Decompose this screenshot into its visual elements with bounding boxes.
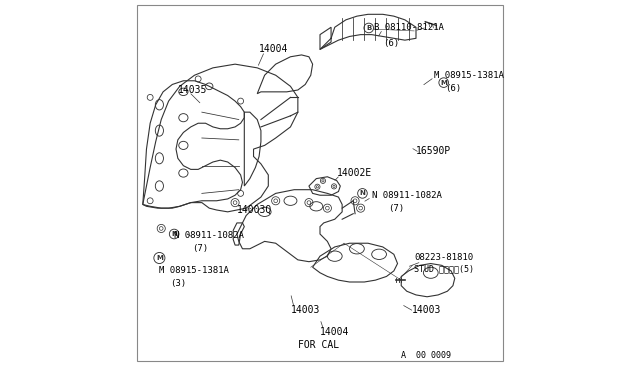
Text: (6): (6): [383, 39, 399, 48]
Text: 14002E: 14002E: [337, 168, 372, 178]
Text: M 08915-1381A: M 08915-1381A: [435, 71, 504, 80]
Text: B 08110-8121A: B 08110-8121A: [374, 23, 444, 32]
Text: N: N: [360, 190, 365, 196]
Text: STUD スタッド(5): STUD スタッド(5): [414, 264, 474, 273]
Text: 14003Q: 14003Q: [237, 205, 272, 215]
Text: M: M: [156, 255, 163, 261]
Circle shape: [154, 253, 165, 263]
Text: FOR CAL: FOR CAL: [298, 340, 339, 350]
Text: 14003: 14003: [412, 305, 442, 315]
Text: N: N: [172, 231, 177, 237]
Text: (3): (3): [170, 279, 187, 288]
Text: 16590P: 16590P: [416, 146, 451, 156]
Text: (6): (6): [445, 84, 461, 93]
Text: 14035: 14035: [178, 85, 207, 95]
Text: N 08911-1082A: N 08911-1082A: [174, 231, 244, 240]
Text: B: B: [366, 25, 371, 31]
Text: (7): (7): [388, 203, 404, 213]
Circle shape: [439, 78, 449, 87]
Circle shape: [358, 189, 367, 198]
Text: 14003: 14003: [291, 305, 320, 315]
Text: M: M: [440, 80, 447, 86]
Text: M 08915-1381A: M 08915-1381A: [159, 266, 229, 275]
Circle shape: [170, 229, 179, 239]
Text: 14004: 14004: [259, 44, 289, 54]
Circle shape: [364, 23, 374, 33]
Text: N 08911-1082A: N 08911-1082A: [372, 191, 442, 200]
Text: 14004: 14004: [320, 327, 349, 337]
Text: (7): (7): [193, 244, 209, 253]
Text: 08223-81810: 08223-81810: [414, 253, 473, 263]
Text: A  00 0009: A 00 0009: [401, 351, 451, 360]
